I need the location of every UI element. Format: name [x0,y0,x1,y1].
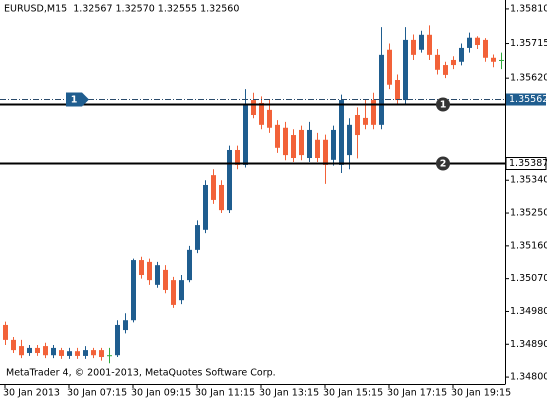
y-tick-label: 1.35070 [510,273,547,284]
x-tick-label: 30 Jan 2013 [3,388,60,399]
candle-body [339,100,344,165]
y-tick-label: 1.35620 [510,73,547,84]
candle-body [179,280,184,301]
x-tick-label: 30 Jan 19:15 [451,388,511,399]
candle-body [483,39,488,58]
candle-body [171,280,176,305]
y-tick-label: 1.34890 [510,339,547,350]
candle-body [67,351,72,356]
candle-body [203,184,208,230]
line-flag [66,92,89,107]
candle-body [283,127,288,156]
x-tick-label: 30 Jan 17:15 [387,388,447,399]
line-badge-label: 2 [440,159,447,170]
candle-body [355,114,360,136]
candle-body [243,104,248,165]
candle-body [323,139,328,165]
candle-body [91,350,96,356]
candle-body [211,175,216,200]
line-badge-label: 1 [440,100,447,111]
candle-body [435,54,440,70]
x-tick-label: 30 Jan 07:15 [67,388,127,399]
x-tick-label: 30 Jan 13:15 [259,388,319,399]
x-tick-label: 30 Jan 11:15 [195,388,255,399]
line-flag-label: 1 [71,95,78,106]
candle-body [347,124,352,156]
candle-body [395,80,400,101]
candle-body [491,57,496,62]
candle-body [331,129,336,160]
line-price-box [505,157,547,170]
candle-body [291,135,296,159]
candle-body [19,346,24,356]
candle-body [123,320,128,331]
candle-body [155,265,160,285]
candle-body [363,117,368,125]
candle-body [387,49,392,85]
candle-body [59,350,64,356]
y-tick-label: 1.35715 [510,38,547,49]
candle-body [427,34,432,55]
candle-body [99,350,104,358]
y-tick-label: 1.34800 [510,372,547,383]
candle-body [403,39,408,101]
candle-body [411,39,416,55]
line-badge [436,156,450,171]
candle-body [115,324,120,356]
x-tick-label: 30 Jan 09:15 [131,388,191,399]
x-tick-label: 30 Jan 15:15 [323,388,383,399]
candle-body [107,355,112,357]
candle-body [267,109,272,128]
y-tick-label: 1.35810 [510,3,547,14]
candle-body [51,347,56,356]
candle-body [195,225,200,250]
candle-body [219,184,224,211]
candle-body [419,34,424,50]
candle-body [35,347,40,354]
line-badge [436,97,450,112]
candle-body [147,261,152,281]
candle-body [139,260,144,276]
candle-body [75,351,80,356]
candle-body [83,350,88,356]
candle-body [299,129,304,156]
candle-body [163,269,168,290]
candle-body [131,260,136,321]
candle-body [187,249,192,281]
candle-body [275,124,280,148]
candle-body [307,129,312,159]
candle-body [379,54,384,125]
y-tick-label: 1.35160 [510,240,547,251]
bid-price-label: 1.35562 [509,94,547,105]
candle-body [459,47,464,62]
candle-body [467,37,472,48]
candle-body [451,59,456,66]
candle-body [227,149,232,211]
candle-body [235,149,240,165]
candle-body [443,65,448,75]
candle-body [251,100,256,115]
candle-body [3,324,8,340]
candle-body [475,37,480,46]
candle-body [259,102,264,125]
candle-body [371,100,376,125]
y-tick-label: 1.35340 [510,175,547,186]
bid-price-box [506,93,546,106]
footer: MetaTrader 4, © 2001-2013, MetaQuotes So… [6,368,276,379]
y-tick-label: 1.34980 [510,306,547,317]
y-tick-label: 1.35250 [510,208,547,219]
candle-body [11,339,16,351]
candle-body [499,59,504,61]
candle-body [27,347,32,354]
header: EURUSD,M15 1.32567 1.32570 1.32555 1.325… [4,4,239,15]
line-price-label: 1.35387 [509,158,547,169]
candle-body [43,346,48,356]
candle-body [315,139,320,159]
